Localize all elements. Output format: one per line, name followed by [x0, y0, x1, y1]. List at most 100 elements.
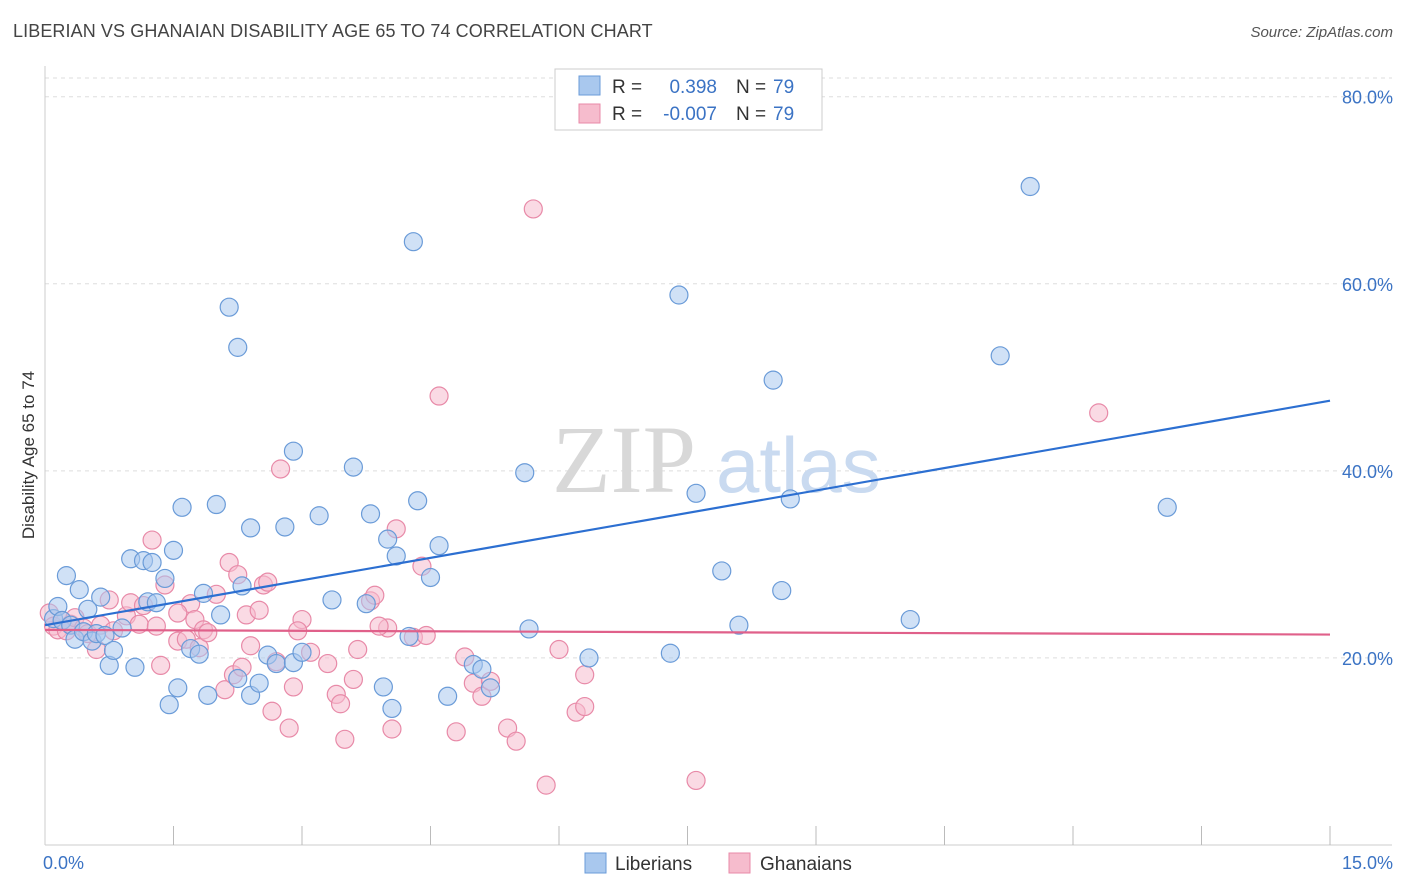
liberians-point: [669, 285, 689, 305]
liberians-point: [163, 540, 184, 560]
source-label: Source: ZipAtlas.com: [1250, 24, 1393, 41]
liberians-point: [356, 594, 376, 614]
liberians-point: [472, 659, 492, 679]
ghanaians-point: [215, 680, 235, 700]
liberians-point: [266, 653, 286, 674]
ghanaians-point: [429, 386, 449, 406]
liberians-point: [168, 678, 188, 698]
ghanaians-point: [446, 722, 466, 742]
watermark: ZIP atlas: [552, 406, 881, 513]
liberians-point: [420, 567, 441, 588]
liberians-point: [403, 232, 423, 252]
x-tick-label: 0.0%: [43, 853, 84, 873]
liberians-point: [292, 642, 312, 662]
liberians-point: [382, 698, 402, 719]
ghanaians-trend-line: [44, 628, 1331, 636]
liberians-point: [1157, 497, 1177, 517]
legend-n-label-2: N =: [736, 104, 766, 125]
legend-r-value-1: 0.398: [669, 77, 717, 98]
liberians-point: [515, 463, 535, 483]
stats-legend: R = 0.398 N = 79 R = -0.007 N = 79: [554, 68, 823, 131]
liberians-point: [228, 337, 248, 357]
ghanaians-point: [151, 655, 171, 676]
bottom-legend-label-ghanaians: Ghanaians: [760, 854, 852, 875]
ghanaians-point: [536, 775, 556, 795]
liberians-point: [579, 648, 599, 668]
liberians-point: [198, 685, 218, 705]
ghanaians-point: [575, 696, 595, 717]
liberians-point: [438, 686, 458, 706]
legend-r-label-1: R =: [612, 77, 642, 98]
legend-swatch-blue: [578, 75, 601, 96]
x-tick-label: 15.0%: [1342, 853, 1393, 873]
liberians-point: [211, 605, 231, 625]
liberians-point: [322, 590, 342, 610]
liberians-point: [112, 618, 132, 638]
liberians-point: [146, 593, 166, 613]
legend-r-label-2: R =: [612, 104, 642, 125]
liberians-point: [480, 678, 501, 698]
legend-n-label-1: N =: [736, 77, 766, 98]
ghanaians-point: [168, 603, 188, 623]
liberians-point: [660, 643, 680, 663]
liberians-points: [43, 176, 1177, 719]
liberians-point: [309, 506, 329, 526]
liberians-point: [91, 587, 111, 607]
liberians-point: [990, 346, 1010, 366]
ghanaians-point: [369, 616, 389, 636]
liberians-point: [219, 297, 239, 317]
ghanaians-point: [318, 653, 338, 674]
bottom-legend-label-liberians: Liberians: [615, 854, 692, 875]
trend-lines: [44, 399, 1331, 636]
liberians-point: [712, 561, 732, 581]
bottom-legend: Liberians Ghanaians: [584, 852, 852, 875]
ghanaians-point: [575, 665, 595, 685]
ghanaians-point: [198, 623, 218, 643]
ghanaians-point: [348, 639, 368, 660]
liberians-point: [378, 529, 398, 549]
ghanaians-point: [343, 669, 363, 690]
ghanaians-point: [146, 616, 166, 636]
liberians-point: [228, 668, 248, 689]
y-tick-label: 80.0%: [1342, 88, 1393, 108]
ghanaians-point: [382, 719, 402, 739]
liberians-point: [69, 580, 89, 600]
ghanaians-point: [335, 729, 355, 749]
ghanaians-point: [241, 636, 261, 656]
ghanaians-point: [142, 530, 162, 550]
liberians-point: [429, 536, 449, 556]
y-axis-title: Disability Age 65 to 74: [19, 371, 38, 539]
liberians-point: [56, 566, 77, 586]
ghanaians-point: [416, 625, 436, 646]
ghanaians-point: [506, 731, 526, 751]
legend-r-value-2: -0.007: [663, 104, 717, 125]
ghanaians-point: [523, 199, 543, 219]
liberians-point: [360, 504, 381, 524]
liberians-point: [686, 483, 706, 503]
watermark-zip: ZIP: [552, 406, 696, 513]
bottom-legend-swatch-liberians: [584, 852, 607, 874]
ghanaians-point: [270, 459, 291, 479]
liberians-point: [159, 695, 179, 715]
liberians-point: [172, 497, 192, 517]
liberians-point: [241, 518, 261, 538]
liberians-point: [386, 546, 406, 566]
liberians-point: [900, 609, 920, 630]
liberians-point: [1020, 176, 1040, 197]
liberians-point: [125, 657, 145, 677]
ghanaians-points: [39, 199, 1109, 795]
ghanaians-point: [549, 639, 569, 660]
ghanaians-point: [262, 701, 282, 721]
liberians-point: [283, 441, 304, 461]
liberians-point: [189, 644, 209, 664]
chart-title: LIBERIAN VS GHANAIAN DISABILITY AGE 65 T…: [13, 21, 653, 41]
liberians-point: [763, 370, 783, 390]
y-tick-label: 20.0%: [1342, 649, 1393, 669]
legend-n-value-2: 79: [773, 104, 794, 125]
legend-swatch-pink: [578, 103, 601, 124]
liberians-point: [772, 580, 792, 601]
liberians-trend-line: [44, 399, 1331, 627]
y-tick-label: 40.0%: [1342, 462, 1393, 482]
ghanaians-point: [1089, 403, 1109, 423]
